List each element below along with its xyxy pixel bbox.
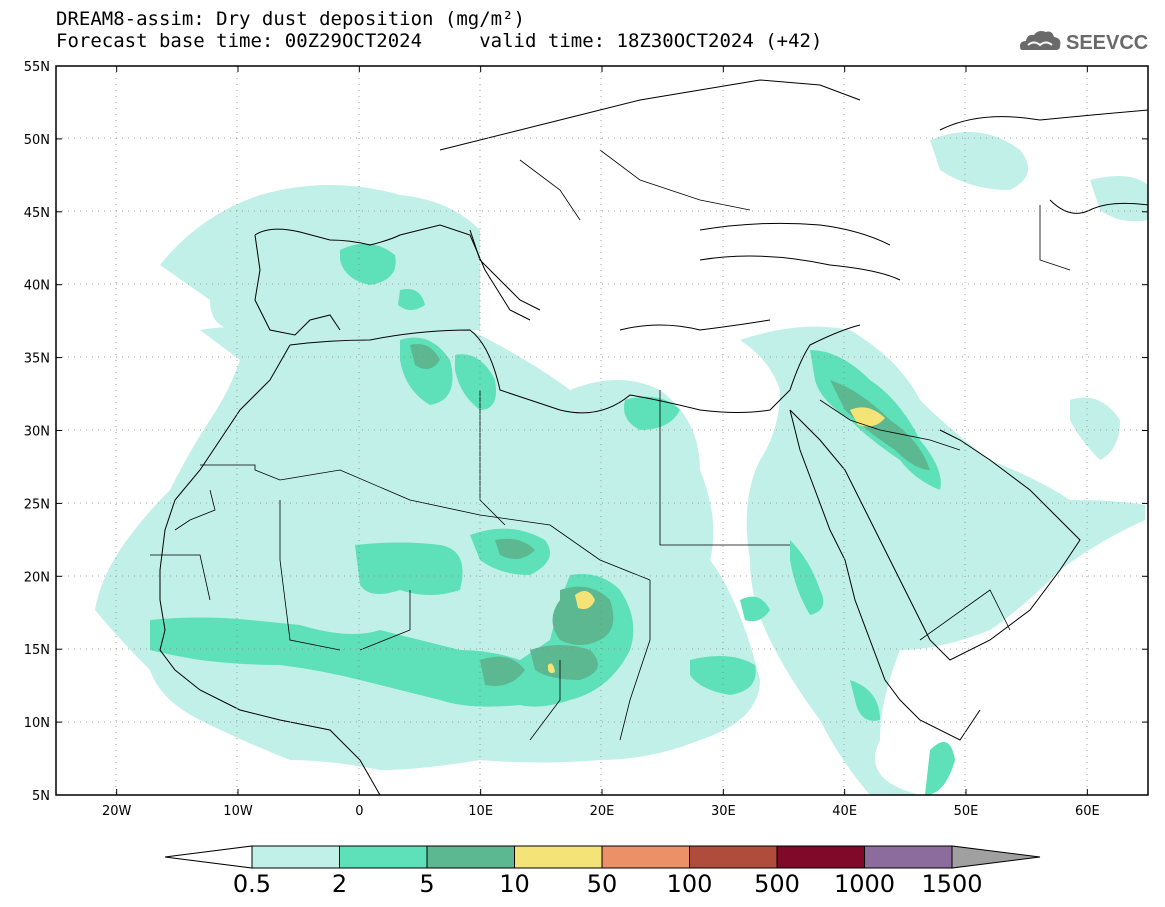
lon-label: 20W [102,804,132,819]
map-title: DREAM8-assim: Dry dust deposition (mg/m²… [56,8,525,30]
colorbar-label: 50 [587,870,618,898]
colorbar-segment [339,845,428,869]
lat-label: 30N [24,425,50,440]
coastlines [159,79,1148,795]
dust-level-5 [410,344,930,686]
lon-label: 50E [954,804,979,819]
dust-level-0.5 [95,132,1148,795]
lat-label: 55N [24,60,50,75]
latitude-labels: 55N 50N 45N 40N 35N 30N 25N 20N 15N 10N 5N [24,60,50,804]
lat-label: 20N [24,570,50,585]
lat-label: 25N [24,497,50,512]
forecast-times: Forecast base time: 00Z29OCT2024 valid t… [56,30,823,52]
lat-label: 35N [24,352,50,367]
lon-label: 0 [355,804,363,819]
colorbar-segment [864,845,953,869]
gridlines [56,66,1148,795]
colorbar-segment [689,845,778,869]
colorbar-segment [514,845,603,869]
lon-label: 10E [468,804,493,819]
lat-label: 5N [32,789,50,804]
lon-label: 40E [832,804,857,819]
lon-label: 30E [711,804,736,819]
lat-label: 45N [24,206,50,221]
lon-label: 10W [223,804,253,819]
colorbar-labels: 0.5 2 5 10 50 100 500 1000 1500 [233,870,983,898]
colorbar-segment [251,845,340,869]
country-borders [150,149,1071,741]
colorbar-under-arrow [164,845,253,869]
dust-level-10 [548,407,885,674]
colorbar-label: 100 [667,870,713,898]
lat-label: 15N [24,643,50,658]
colorbar-label: 10 [499,870,530,898]
colorbar-label: 1000 [834,870,895,898]
colorbar-label: 0.5 [233,870,271,898]
colorbar [164,845,1041,869]
colorbar-label: 5 [419,870,434,898]
colorbar-label: 2 [332,870,347,898]
axis-ticks [56,65,1148,796]
colorbar-segment [426,845,515,869]
cloud-icon: SEEVCCC [1020,31,1163,54]
logo-text: SEEVCCC [1066,32,1148,54]
lon-label: 60E [1075,804,1100,819]
longitude-labels: 20W 10W 0 10E 20E 30E 40E 50E 60E [102,804,1100,819]
colorbar-over-arrow [951,845,1041,869]
colorbar-segment [601,845,690,869]
lon-label: 20E [590,804,615,819]
lat-label: 10N [24,716,50,731]
lat-label: 40N [24,279,50,294]
colorbar-segment [776,845,865,869]
colorbar-label: 1500 [921,870,982,898]
seevccc-logo: SEEVCCC [1018,26,1163,56]
lat-label: 50N [24,133,50,148]
colorbar-label: 500 [754,870,800,898]
